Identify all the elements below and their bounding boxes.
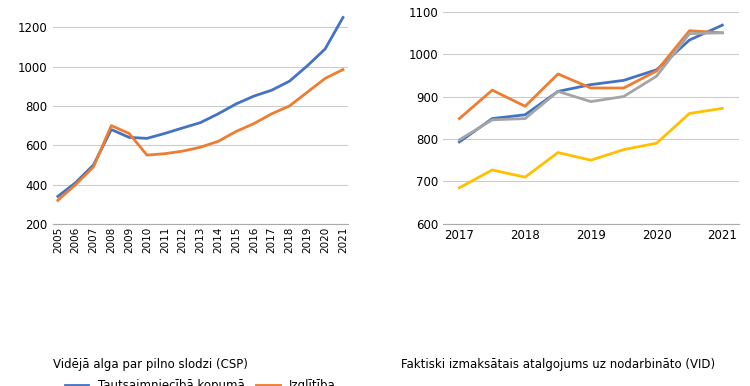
Tautsaimniecībā kopā: [718, 23, 727, 27]
Tautsaimniecībā kopā: [455, 140, 464, 144]
Tautsaimniecībā kopumā: [338, 15, 347, 20]
Tautsaimniecībā kopā: [520, 112, 530, 117]
Text: Vidējā alga par pilno slodzi (CSP): Vidējā alga par pilno slodzi (CSP): [53, 357, 248, 371]
Tautsaimniecībā kopā: [620, 78, 628, 83]
Tautsaimniecībā kopumā: [196, 120, 205, 125]
Vidējās izglītības pedagogi: [488, 88, 496, 92]
Pamatizglītības pedagogi: [586, 99, 596, 104]
Vidējās izglītības pedagogi: [586, 86, 596, 90]
Tautsaimniecībā kopumā: [267, 88, 276, 93]
Tautsaimniecībā kopumā: [285, 79, 294, 83]
Tautsaimniecībā kopumā: [106, 127, 116, 132]
Vidējās izglītības pedagogi: [520, 104, 530, 108]
Izglītība: [160, 151, 170, 156]
Line: Pamatizglītības pedagogi: Pamatizglītības pedagogi: [460, 33, 722, 140]
Izglītība: [232, 129, 241, 134]
Izglītība: [303, 90, 312, 95]
Tautsaimniecībā kopā: [554, 89, 562, 94]
Pamatizglītības pedagogi: [718, 30, 727, 35]
Text: Faktiski izmaksātais atalgojums uz nodarbināto (VID): Faktiski izmaksātais atalgojums uz nodar…: [401, 357, 716, 371]
Pamatizglītības pedagogi: [520, 116, 530, 121]
Tautsaimniecībā kopā: [488, 116, 496, 121]
Izglītība: [71, 182, 80, 187]
Line: Vidējās izglītības pedagogi: Vidējās izglītības pedagogi: [460, 31, 722, 119]
Izglītība: [89, 164, 98, 169]
Izglītība: [124, 131, 134, 136]
Tautsaimniecībā kopumā: [214, 112, 223, 116]
Line: Tautsaimniecībā kopā: Tautsaimniecībā kopā: [460, 25, 722, 142]
Legend: Tautsaimniecībā kopumā, Izglītība: Tautsaimniecībā kopumā, Izglītība: [64, 379, 336, 386]
Tautsaimniecībā kopumā: [249, 94, 258, 98]
Tautsaimniecībā kopumā: [142, 136, 152, 141]
Tautsaimniecībā kopumā: [160, 131, 170, 136]
Izglītība: [285, 103, 294, 108]
Izglītība: [196, 145, 205, 149]
Vidējās izglītības pedagogi: [455, 116, 464, 121]
Line: Izglītība: Izglītība: [58, 69, 343, 200]
Izglītība: [338, 67, 347, 72]
Izglītība: [142, 153, 152, 157]
Izglītība: [178, 149, 187, 154]
Tautsaimniecībā kopumā: [178, 125, 187, 130]
Tautsaimniecībā kopumā: [71, 180, 80, 185]
Tautsaimniecībā kopā: [652, 68, 661, 72]
Vidējās izglītības pedagogi: [554, 72, 562, 76]
Tautsaimniecībā kopumā: [53, 194, 62, 199]
Vidējās izglītības pedagogi: [620, 86, 628, 90]
Tautsaimniecībā kopumā: [321, 47, 330, 51]
Izglītība: [106, 123, 116, 128]
Tautsaimniecībā kopumā: [232, 102, 241, 106]
Izglītība: [53, 198, 62, 203]
Pamatizglītības pedagogi: [488, 117, 496, 122]
Izglītība: [249, 121, 258, 126]
Pamatizglītības pedagogi: [685, 31, 694, 36]
Izglītība: [214, 139, 223, 144]
Pamatizglītības pedagogi: [620, 94, 628, 99]
Pamatizglītības pedagogi: [554, 89, 562, 94]
Izglītība: [267, 112, 276, 116]
Vidējās izglītības pedagogi: [652, 69, 661, 73]
Izglītība: [321, 76, 330, 81]
Tautsaimniecībā kopumā: [303, 64, 312, 68]
Line: Tautsaimniecībā kopumā: Tautsaimniecībā kopumā: [58, 17, 343, 196]
Tautsaimniecībā kopā: [586, 82, 596, 87]
Vidējās izglītības pedagogi: [718, 30, 727, 35]
Tautsaimniecībā kopā: [685, 38, 694, 42]
Tautsaimniecībā kopumā: [124, 135, 134, 140]
Pamatizglītības pedagogi: [652, 74, 661, 78]
Pamatizglītības pedagogi: [455, 137, 464, 142]
Vidējās izglītības pedagogi: [685, 29, 694, 33]
Tautsaimniecībā kopumā: [89, 163, 98, 167]
